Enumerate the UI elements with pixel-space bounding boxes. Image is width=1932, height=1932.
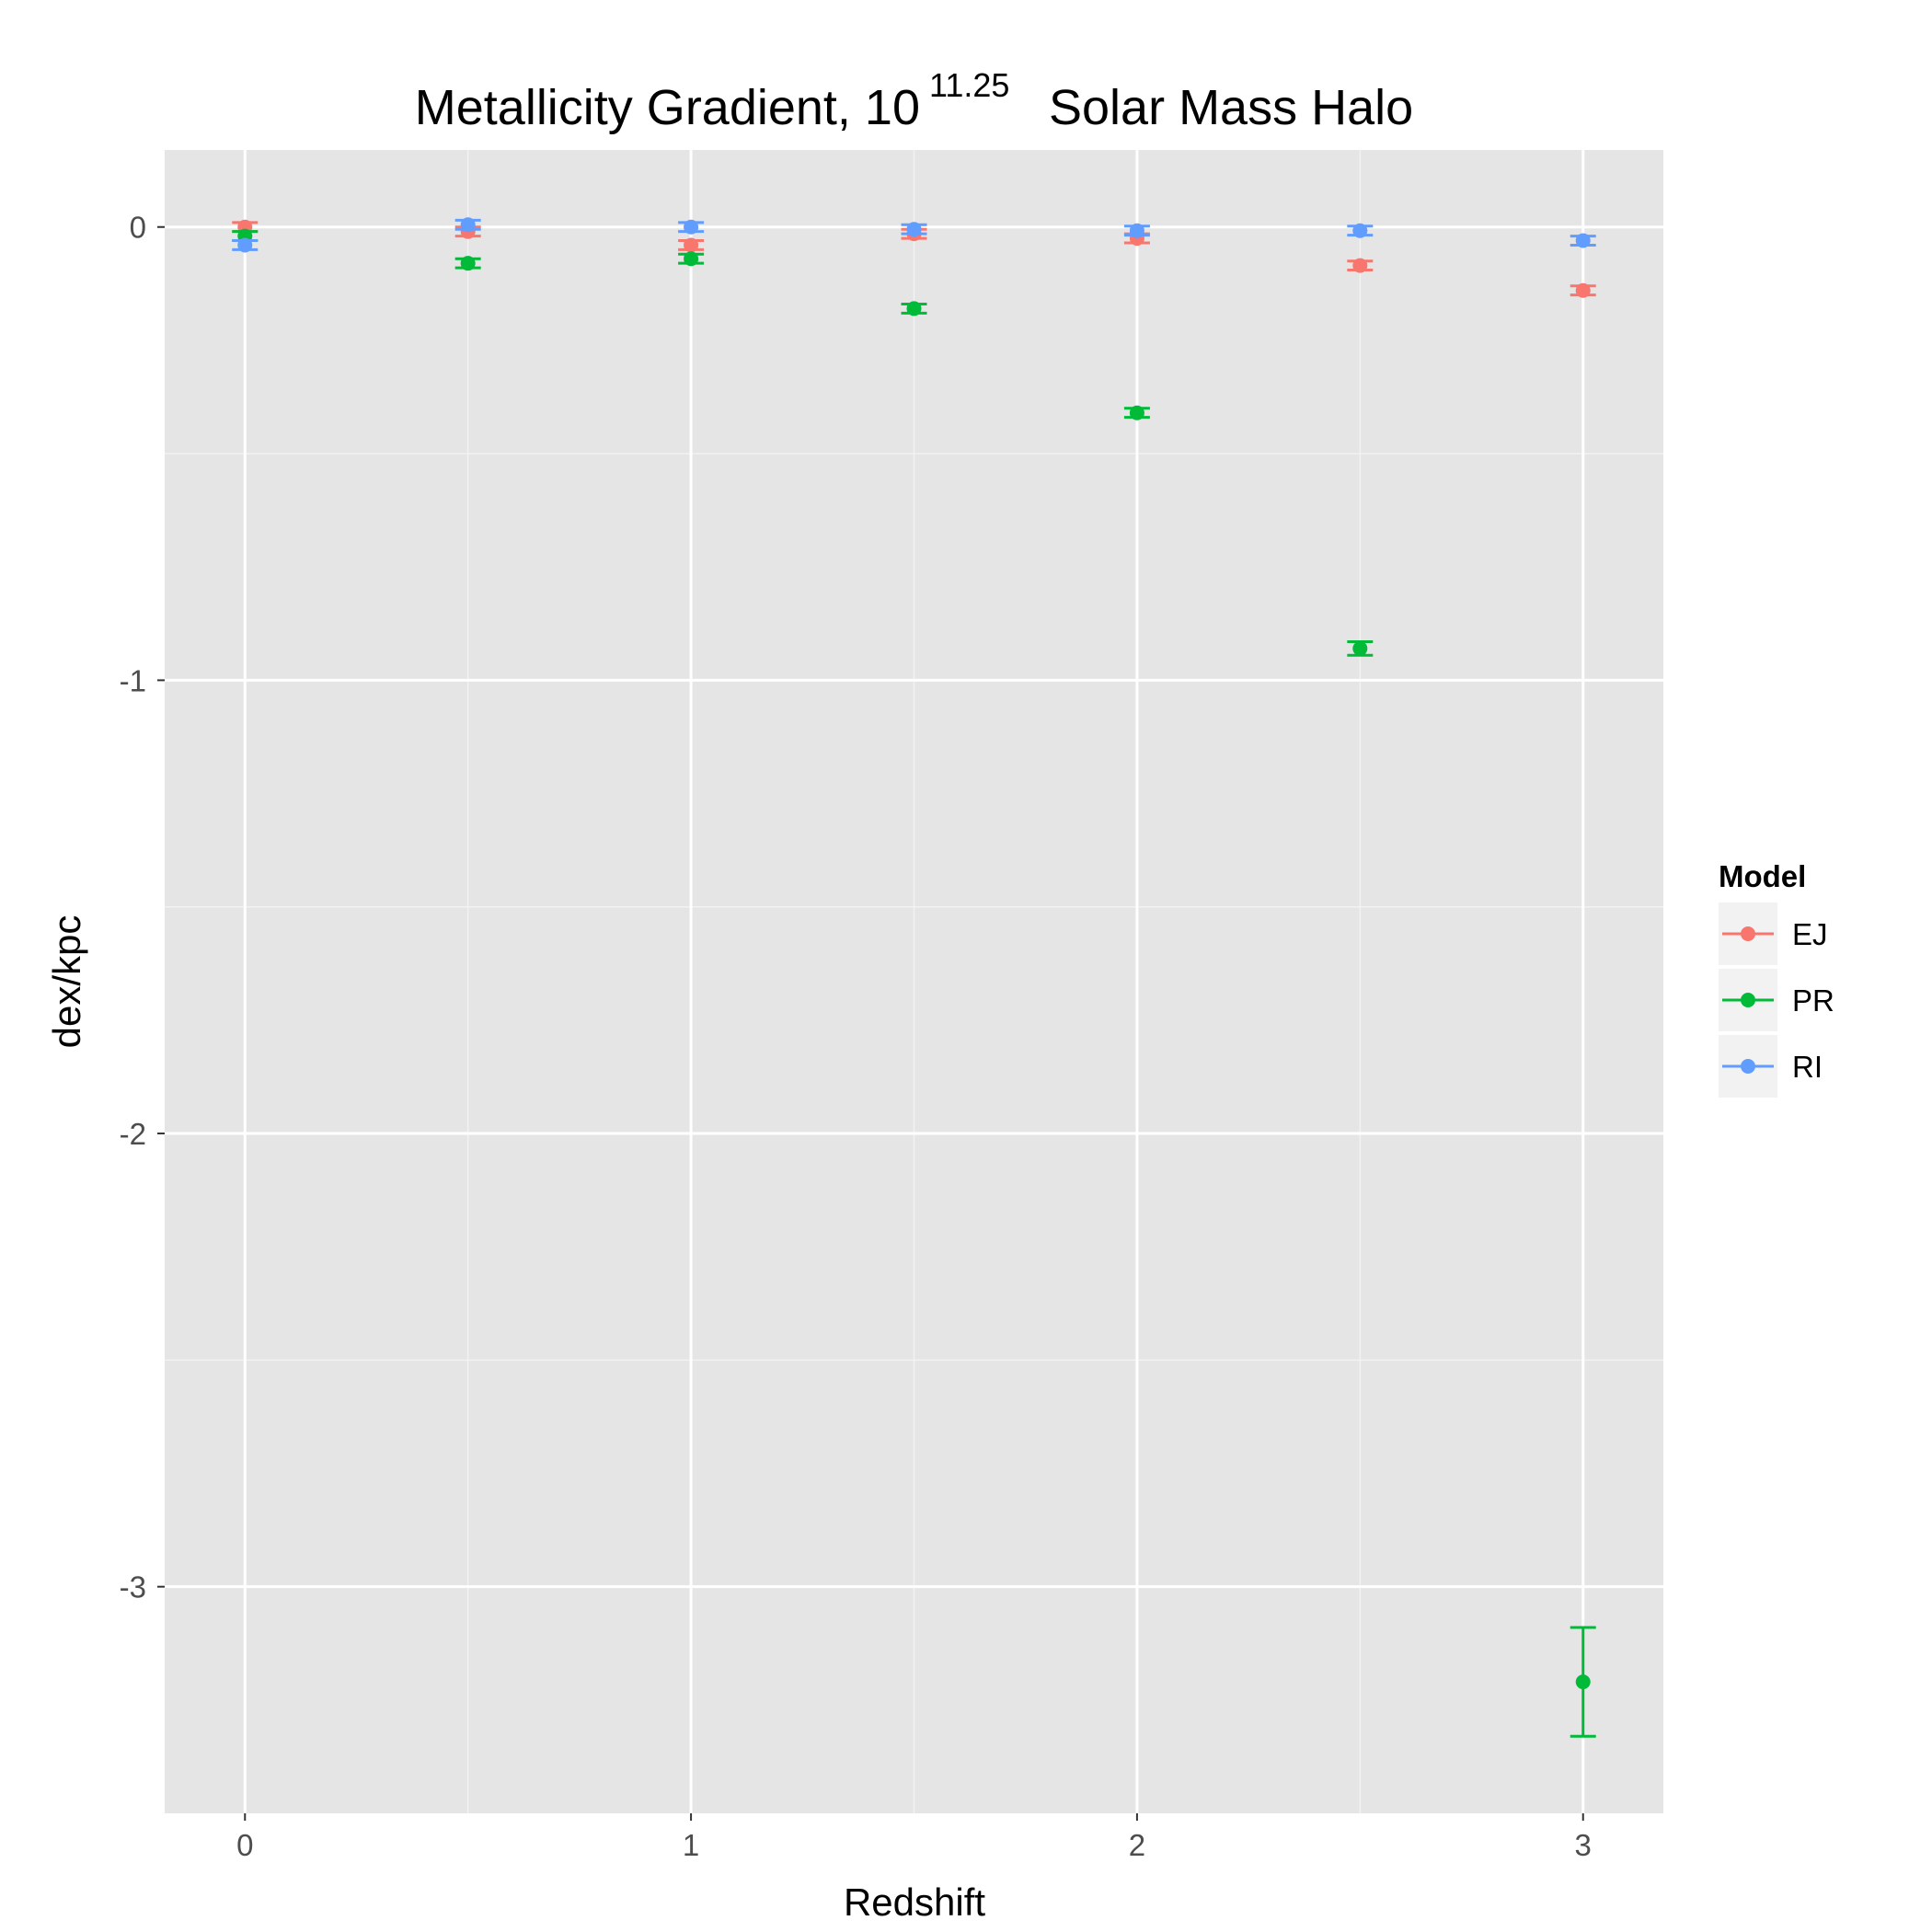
series-ri (232, 217, 1596, 253)
data-point-ri (237, 237, 253, 253)
legend-key-point (1741, 993, 1755, 1007)
data-point-ej (684, 237, 699, 253)
data-point-ej (1352, 258, 1368, 273)
data-point-pr (460, 256, 476, 271)
legend-label-pr: PR (1792, 983, 1834, 1018)
legend-entry-ej: EJ (1719, 903, 1828, 965)
grid-minor (165, 150, 1663, 1813)
x-tick-label: 1 (683, 1828, 699, 1862)
data-point-ri (1129, 223, 1144, 238)
legend-entry-ri: RI (1719, 1035, 1823, 1098)
legend-key-point (1741, 1059, 1755, 1074)
legend-entries: EJ PR RI (1719, 903, 1834, 1098)
chart-title-main: Metallicity Gradient, 10 (415, 80, 920, 135)
data-point-ri (906, 222, 922, 237)
y-axis-title: dex/kpc (45, 915, 88, 1049)
y-tick-label: 0 (130, 211, 146, 245)
data-point-ri (1575, 233, 1591, 248)
data-point-pr (1575, 1674, 1591, 1690)
data-point-ri (460, 217, 476, 233)
y-tick-label: -3 (120, 1570, 146, 1604)
x-tick-label: 2 (1129, 1828, 1145, 1862)
x-tick-label: 3 (1575, 1828, 1592, 1862)
legend-entry-pr: PR (1719, 969, 1834, 1031)
y-tick-label: -1 (120, 663, 146, 697)
chart-title-superscript: 11.25 (929, 66, 1009, 104)
series-ej (232, 219, 1596, 298)
data-point-ri (1352, 223, 1368, 238)
data-point-ri (684, 219, 699, 235)
data-point-pr (906, 301, 922, 316)
chart-title-suffix: Solar Mass Halo (1049, 80, 1413, 135)
legend-label-ri: RI (1792, 1050, 1823, 1084)
data-point-ej (1575, 282, 1591, 298)
x-axis-title: Redshift (844, 1880, 985, 1924)
legend-label-ej: EJ (1792, 917, 1828, 951)
legend-title: Model (1719, 859, 1806, 893)
legend-key-point (1741, 926, 1755, 941)
x-axis: 0 1 2 3 (236, 1813, 1592, 1862)
y-axis: 0 -1 -2 -3 (120, 211, 165, 1604)
data-point-pr (684, 251, 699, 267)
data-point-pr (1129, 405, 1144, 420)
chart-title: Metallicity Gradient, 10 (415, 80, 920, 135)
data-point-pr (1352, 640, 1368, 656)
y-tick-label: -2 (120, 1117, 146, 1151)
data-marks (232, 217, 1596, 1738)
x-tick-label: 0 (236, 1828, 253, 1862)
legend: Model EJ PR RI (1719, 859, 1834, 1098)
